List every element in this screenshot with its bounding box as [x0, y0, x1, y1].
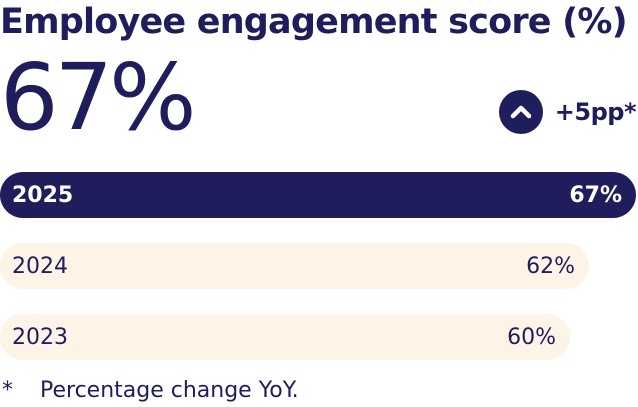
change-value: +5pp* — [554, 98, 637, 126]
headline-value: 67% — [0, 44, 196, 151]
bar-category-label: 2023 — [12, 324, 68, 350]
bar-value-label: 67% — [569, 182, 622, 208]
chevron-up-icon — [498, 90, 543, 134]
bar-2024: 2024 62% — [0, 243, 589, 289]
bar-value-label: 62% — [526, 253, 575, 279]
bar-value-label: 60% — [507, 324, 556, 350]
bar-category-label: 2024 — [12, 253, 68, 279]
footnote: * Percentage change YoY. — [2, 376, 299, 406]
footnote-text: Percentage change YoY. — [40, 378, 299, 403]
footnote-marker: * — [2, 378, 13, 403]
bar-category-label: 2025 — [12, 182, 74, 208]
change-indicator: +5pp* — [498, 89, 637, 135]
bar-2023: 2023 60% — [0, 314, 570, 360]
chart-title: Employee engagement score (%) — [0, 2, 628, 42]
bar-2025: 2025 67% — [0, 172, 636, 218]
